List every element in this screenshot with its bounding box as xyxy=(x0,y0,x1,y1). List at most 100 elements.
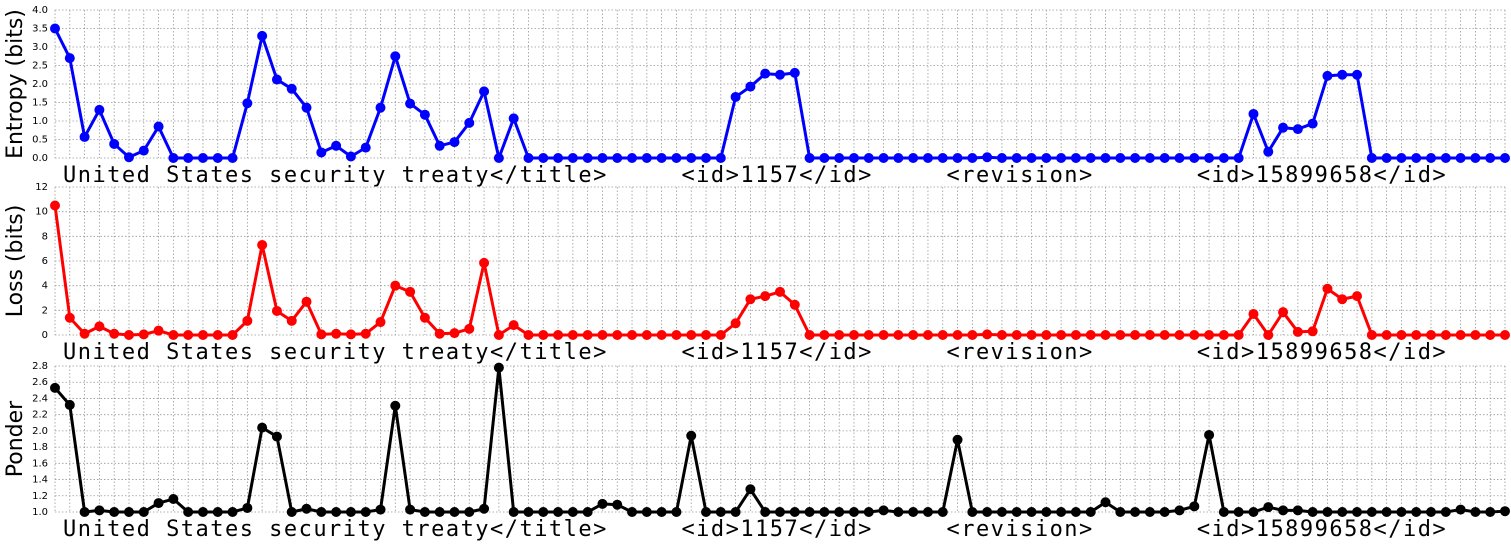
data-point xyxy=(375,504,386,515)
data-point xyxy=(508,320,519,331)
data-point xyxy=(1174,330,1185,340)
data-point xyxy=(1470,330,1481,340)
data-point xyxy=(582,153,593,163)
data-point xyxy=(138,145,149,156)
y-axis-label: Entropy (bits) xyxy=(3,9,28,159)
data-point xyxy=(1041,153,1052,163)
data-point xyxy=(1248,108,1259,119)
data-point xyxy=(730,507,741,517)
y-tick-label: 2.6 xyxy=(32,377,48,388)
data-point xyxy=(686,330,697,340)
data-point xyxy=(168,330,179,340)
data-point xyxy=(419,507,430,517)
data-point xyxy=(922,507,933,517)
data-point xyxy=(1056,330,1067,340)
data-point xyxy=(1026,507,1037,517)
data-point xyxy=(686,153,697,163)
data-point xyxy=(301,503,312,514)
data-point xyxy=(1337,294,1348,305)
data-point xyxy=(967,507,978,517)
data-point xyxy=(848,153,859,163)
data-point xyxy=(878,153,889,163)
data-point xyxy=(64,399,75,410)
data-point xyxy=(671,153,682,163)
data-point xyxy=(1470,153,1481,163)
data-point xyxy=(212,507,223,517)
data-point xyxy=(567,153,578,163)
y-tick-label: 1.2 xyxy=(32,491,48,502)
data-point xyxy=(1292,505,1303,516)
data-point xyxy=(1159,330,1170,340)
data-point xyxy=(197,507,208,517)
data-point xyxy=(1500,330,1510,340)
data-point xyxy=(1144,153,1155,163)
data-point xyxy=(109,328,120,339)
data-point xyxy=(1204,153,1215,163)
data-point xyxy=(523,507,534,517)
data-point xyxy=(183,330,194,340)
data-point xyxy=(1307,507,1318,517)
data-point xyxy=(819,153,830,163)
data-point xyxy=(1485,330,1496,340)
data-point xyxy=(168,153,179,163)
data-point xyxy=(1426,330,1437,340)
data-point xyxy=(479,257,490,268)
data-point xyxy=(419,109,430,120)
data-point xyxy=(863,153,874,163)
data-point xyxy=(1263,502,1274,513)
data-point xyxy=(1218,507,1229,517)
data-point xyxy=(242,98,253,109)
data-point xyxy=(257,30,268,41)
data-point xyxy=(952,434,963,445)
panel: 1.0 1.2 1.4 1.6 1.8 2.0 2.2 2.4 2.6 2.8 Ponder Unit… xyxy=(3,361,1510,542)
data-point xyxy=(863,330,874,340)
data-point xyxy=(508,113,519,124)
data-point xyxy=(1100,330,1111,340)
data-point xyxy=(745,294,756,305)
data-point xyxy=(893,153,904,163)
data-point xyxy=(1085,153,1096,163)
data-point xyxy=(745,81,756,92)
data-point xyxy=(331,507,342,517)
data-point xyxy=(508,507,519,517)
data-point xyxy=(523,153,534,163)
data-point xyxy=(908,330,919,340)
data-point xyxy=(257,422,268,433)
data-point xyxy=(582,330,593,340)
data-point xyxy=(331,140,342,151)
data-point xyxy=(848,330,859,340)
data-point xyxy=(922,153,933,163)
data-point xyxy=(375,102,386,113)
data-point xyxy=(760,291,771,302)
data-point xyxy=(1070,507,1081,517)
data-point xyxy=(656,507,667,517)
data-point xyxy=(834,153,845,163)
data-point xyxy=(94,321,105,332)
x-axis-text: United States security treaty</title> <i… xyxy=(63,340,1447,365)
data-point xyxy=(701,153,712,163)
y-tick-label: 1.0 xyxy=(32,507,48,518)
data-point xyxy=(1381,153,1392,163)
data-point xyxy=(1159,507,1170,517)
data-point xyxy=(908,507,919,517)
data-point xyxy=(1396,507,1407,517)
data-point xyxy=(760,68,771,79)
data-point xyxy=(612,330,623,340)
data-point xyxy=(627,507,638,517)
data-point xyxy=(567,330,578,340)
data-point xyxy=(597,153,608,163)
data-point xyxy=(1144,330,1155,340)
y-tick-label: 10 xyxy=(35,207,48,218)
data-point xyxy=(1189,330,1200,340)
data-point xyxy=(908,153,919,163)
data-point xyxy=(1396,330,1407,340)
data-point xyxy=(1056,153,1067,163)
data-point xyxy=(464,117,475,128)
data-point xyxy=(937,153,948,163)
data-point xyxy=(627,153,638,163)
data-point xyxy=(1292,124,1303,135)
data-point xyxy=(94,505,105,516)
data-point xyxy=(390,51,401,62)
data-point xyxy=(331,328,342,339)
data-point xyxy=(612,153,623,163)
